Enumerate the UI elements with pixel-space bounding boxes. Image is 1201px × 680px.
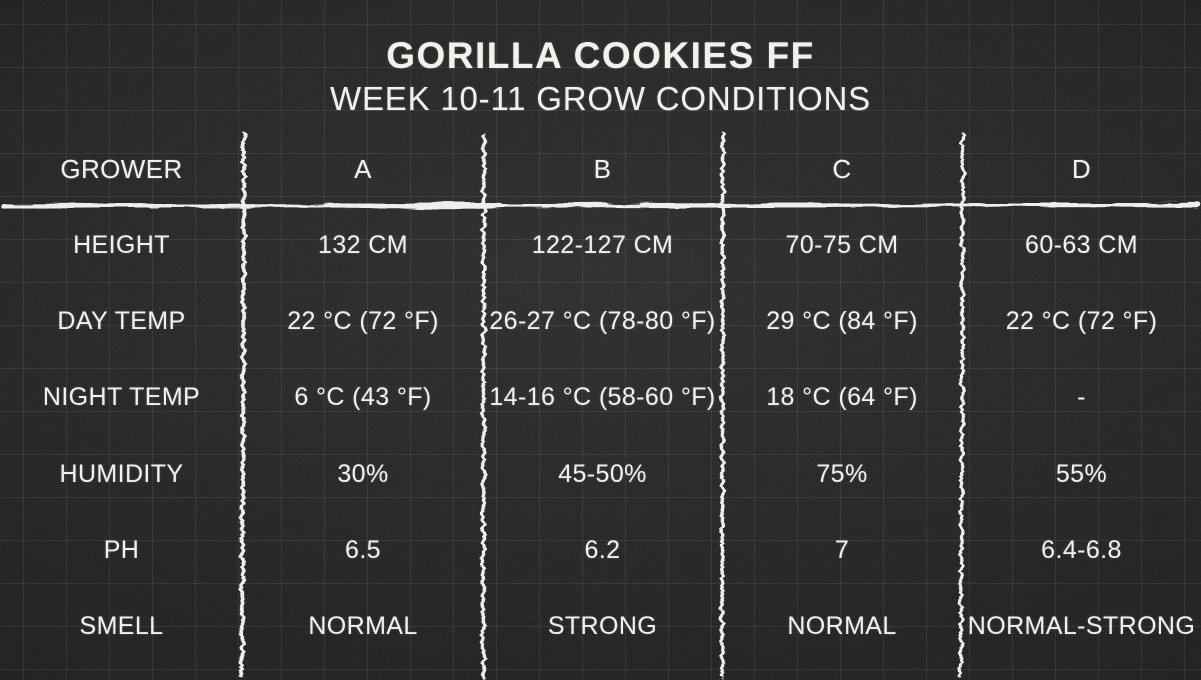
column-header-grower: GROWER — [60, 154, 183, 184]
cell-night-temp-d: - — [1077, 383, 1086, 412]
cell-ph-c: 7 — [834, 535, 850, 564]
cell-night-temp-a: 6 °C (43 °F) — [294, 383, 432, 412]
cell-smell-b: STRONG — [547, 612, 658, 641]
column-header-d: D — [1071, 154, 1092, 184]
cell-height-d: 60-63 CM — [1025, 230, 1138, 259]
cell-day-temp-c: 29 °C (84 °F) — [766, 306, 918, 335]
header: GORILLA COOKIES FF WEEK 10-11 GROW CONDI… — [0, 34, 1201, 118]
cell-smell-c: NORMAL — [787, 612, 897, 641]
page-subtitle: WEEK 10-11 GROW CONDITIONS — [330, 79, 871, 117]
grow-conditions-table: GROWER A B C D HEIGHT 132 CM 122-127 CM … — [0, 132, 1201, 665]
row-label-humidity: HUMIDITY — [59, 459, 184, 488]
column-header-c: C — [832, 154, 852, 184]
cell-height-c: 70-75 CM — [785, 230, 899, 259]
row-label-night-temp: NIGHT TEMP — [42, 383, 201, 412]
cell-humidity-d: 55% — [1055, 459, 1108, 488]
column-header-a: A — [354, 154, 372, 184]
row-label-smell: SMELL — [79, 612, 164, 641]
cell-day-temp-a: 22 °C (72 °F) — [287, 306, 439, 335]
cell-night-temp-c: 18 °C (64 °F) — [766, 383, 918, 412]
cell-ph-a: 6.5 — [345, 535, 381, 564]
cell-height-a: 132 CM — [318, 230, 408, 259]
cell-smell-a: NORMAL — [308, 612, 418, 641]
cell-night-temp-b: 14-16 °C (58-60 °F) — [489, 383, 716, 412]
row-label-height: HEIGHT — [73, 230, 170, 259]
cell-height-b: 122-127 CM — [531, 230, 674, 259]
column-header-b: B — [593, 154, 612, 184]
cell-humidity-a: 30% — [337, 459, 389, 488]
cell-ph-b: 6.2 — [584, 535, 621, 564]
cell-humidity-b: 45-50% — [558, 459, 647, 488]
cell-day-temp-d: 22 °C (72 °F) — [1005, 306, 1158, 335]
cell-day-temp-b: 26-27 °C (78-80 °F) — [489, 306, 716, 335]
page-title: GORILLA COOKIES FF — [386, 35, 815, 76]
cell-humidity-c: 75% — [816, 459, 868, 488]
cell-ph-d: 6.4-6.8 — [1041, 535, 1122, 564]
row-label-ph: PH — [103, 535, 140, 564]
cell-smell-d: NORMAL-STRONG — [967, 612, 1196, 641]
row-label-day-temp: DAY TEMP — [57, 306, 186, 335]
